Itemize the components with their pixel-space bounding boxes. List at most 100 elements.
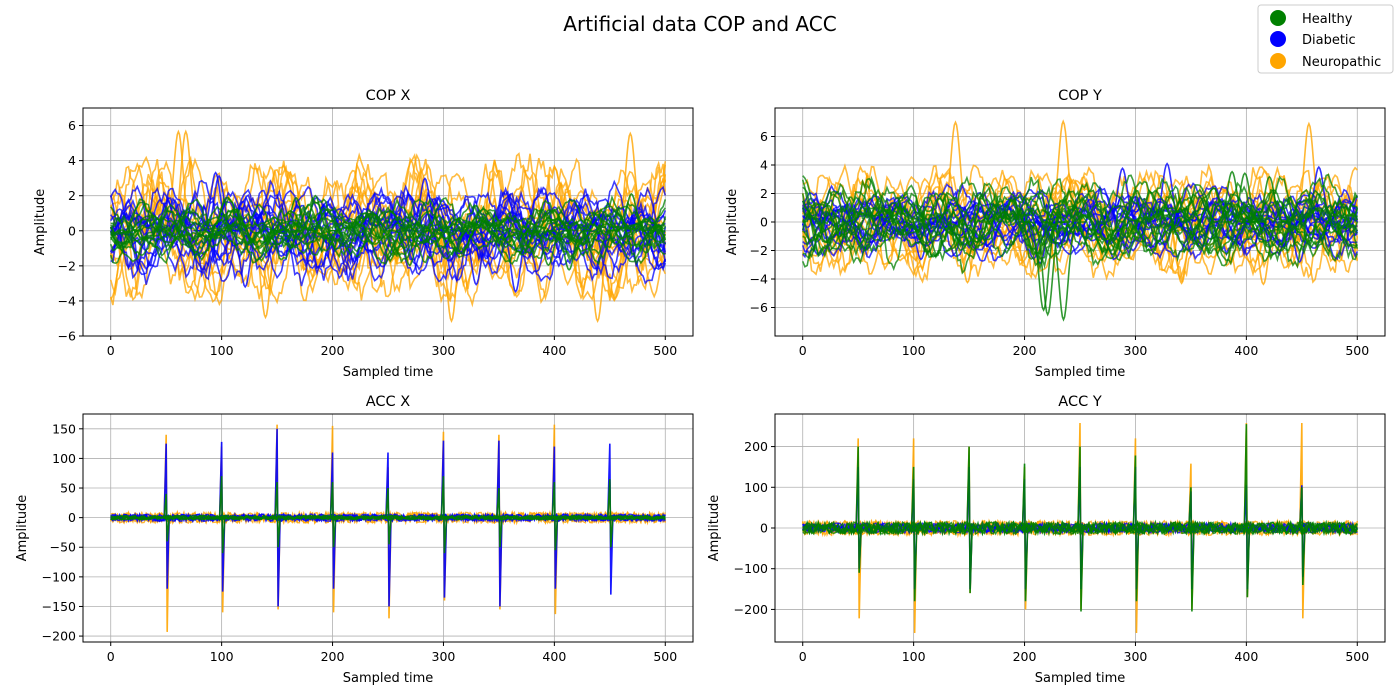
y-tick-label: −4 — [58, 293, 76, 308]
legend-label-healthy: Healthy — [1302, 12, 1353, 27]
axes-frame-cop-x — [82, 107, 694, 337]
plot-area-cop-x — [109, 129, 667, 324]
series-peak — [609, 192, 654, 232]
x-tick-label: 100 — [210, 343, 234, 358]
y-axis-label-cop-y: Amplitude — [725, 189, 740, 256]
series-peak — [1025, 221, 1070, 317]
y-tick-label: 6 — [760, 129, 768, 144]
y-tick-label: 0 — [68, 510, 76, 525]
plot-area-acc-y — [802, 422, 1358, 634]
y-tick-label: −200 — [734, 602, 768, 617]
y-axis-label-cop-x: Amplitude — [33, 189, 48, 256]
series-spike — [966, 446, 973, 594]
series-peak — [387, 230, 432, 267]
legend-marker-diabetic — [1270, 31, 1286, 47]
y-tick-label: 6 — [68, 118, 76, 133]
series-spike — [385, 487, 392, 545]
series-line — [802, 175, 1359, 271]
x-tick-label: 0 — [107, 649, 115, 664]
x-tick-label: 300 — [1124, 649, 1148, 664]
series-peak — [1209, 170, 1255, 223]
legend-frame — [1257, 4, 1394, 74]
series-spike — [910, 466, 918, 602]
series-spike — [1021, 463, 1029, 602]
series-spike — [329, 482, 337, 548]
y-tick-label: 200 — [744, 439, 768, 454]
y-tick-label: 2 — [68, 188, 76, 203]
x-tick-label: 0 — [107, 343, 115, 358]
y-tick-label: −6 — [750, 300, 768, 315]
x-tick-label: 500 — [1345, 649, 1369, 664]
series-healthy — [801, 170, 1359, 322]
series-peak — [546, 230, 592, 271]
x-axis-label-acc-x: Sampled time — [343, 671, 434, 686]
x-axis-label-acc-y: Sampled time — [1035, 671, 1126, 686]
series-peak — [1247, 175, 1292, 223]
y-tick-label: 0 — [760, 215, 768, 230]
y-tick-label: 100 — [52, 451, 76, 466]
series-line — [110, 197, 667, 265]
series-spike — [1077, 446, 1084, 612]
series-line — [109, 201, 666, 260]
x-tick-label: 100 — [902, 649, 926, 664]
series-spike — [218, 476, 226, 554]
legend-label-diabetic: Diabetic — [1302, 33, 1356, 48]
series-line — [110, 206, 667, 259]
x-tick-label: 300 — [1124, 343, 1148, 358]
ticks-acc-y: 0 100 200 300 400 500 −200 −100 0 100 200 — [734, 439, 1370, 664]
series-line — [110, 194, 666, 266]
x-tick-label: 0 — [799, 343, 807, 358]
y-tick-label: −50 — [50, 540, 76, 555]
x-axis-label-cop-x: Sampled time — [343, 365, 434, 380]
y-tick-label: 50 — [60, 481, 76, 496]
panel-title-acc-x: ACC X — [366, 394, 411, 410]
panel-cop-x: COP X 0 100 200 300 400 500 −6 −4 −2 0 2 4 6 Sampled… — [33, 88, 694, 380]
series-spike — [1243, 424, 1251, 598]
x-tick-label: 400 — [1234, 343, 1258, 358]
plot-area-acc-x — [110, 424, 666, 632]
y-tick-label: 0 — [68, 223, 76, 238]
panel-cop-y: COP Y 0 100 200 300 400 500 −6 −4 −2 0 2 4 6 Sampled… — [725, 88, 1386, 380]
series-peak — [1222, 172, 1267, 223]
series-line — [801, 164, 1359, 284]
y-tick-label: −150 — [42, 599, 76, 614]
series-spike — [1188, 487, 1195, 612]
x-axis-label-cop-y: Sampled time — [1035, 365, 1126, 380]
y-tick-label: 2 — [760, 186, 768, 201]
x-tick-label: 300 — [432, 649, 456, 664]
series-line — [801, 191, 1359, 252]
legend-marker-neuropathic — [1270, 53, 1286, 69]
series-spike — [855, 446, 862, 573]
series-spike — [551, 482, 559, 551]
y-tick-label: −100 — [42, 569, 76, 584]
series-line — [802, 181, 1358, 262]
panel-title-cop-y: COP Y — [1058, 88, 1102, 104]
series-spike — [496, 487, 503, 548]
y-tick-label: 150 — [52, 421, 76, 436]
y-tick-label: −100 — [734, 561, 768, 576]
panel-acc-x: ACC X 0 100 200 300 400 500 −200 −150 −100 −50 0 50… — [15, 394, 694, 686]
figure-title: Artificial data COP and ACC — [563, 12, 836, 36]
series-spike — [607, 479, 614, 548]
y-tick-label: −6 — [58, 329, 76, 344]
y-tick-label: −4 — [750, 272, 768, 287]
x-tick-label: 500 — [653, 343, 677, 358]
y-tick-label: 0 — [760, 521, 768, 536]
panel-title-cop-x: COP X — [366, 88, 411, 104]
series-healthy — [802, 424, 1358, 612]
y-tick-label: 4 — [760, 158, 768, 173]
panel-acc-y: ACC Y 0 100 200 300 400 500 −200 −100 0 100 200 Sa… — [707, 394, 1386, 686]
y-tick-label: 4 — [68, 153, 76, 168]
x-tick-label: 400 — [542, 343, 566, 358]
x-tick-label: 200 — [1013, 343, 1037, 358]
axes-frame-acc-x — [82, 413, 694, 643]
series-line — [801, 196, 1359, 248]
series-spike — [440, 476, 448, 554]
x-tick-label: 200 — [321, 343, 345, 358]
x-tick-label: 200 — [1013, 649, 1037, 664]
y-tick-label: 100 — [744, 480, 768, 495]
y-axis-label-acc-y: Amplitude — [707, 495, 722, 562]
y-axis-label-acc-x: Amplitude — [15, 495, 30, 562]
y-tick-label: −2 — [58, 258, 76, 273]
series-peak — [273, 196, 319, 232]
